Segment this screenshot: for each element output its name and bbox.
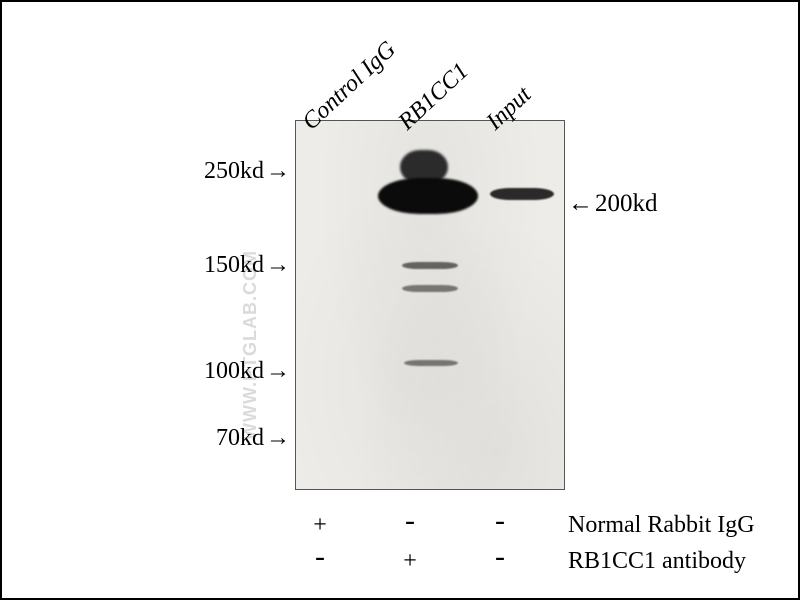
condition-row-label: Normal Rabbit IgG bbox=[568, 512, 755, 539]
conditions-table: + - - Normal Rabbit IgG - + - RB1CC1 antibody bbox=[0, 0, 800, 600]
condition-cell: - bbox=[300, 548, 340, 566]
western-blot-figure: WWW.PTGLAB.COM 250kd→150kd→100kd→70kd→ ←… bbox=[0, 0, 800, 600]
condition-cell: - bbox=[480, 548, 520, 566]
condition-row-label: RB1CC1 antibody bbox=[568, 548, 746, 575]
condition-cell: - bbox=[390, 512, 430, 530]
condition-cell: + bbox=[390, 548, 430, 575]
condition-cell: - bbox=[480, 512, 520, 530]
condition-cell: + bbox=[300, 512, 340, 539]
